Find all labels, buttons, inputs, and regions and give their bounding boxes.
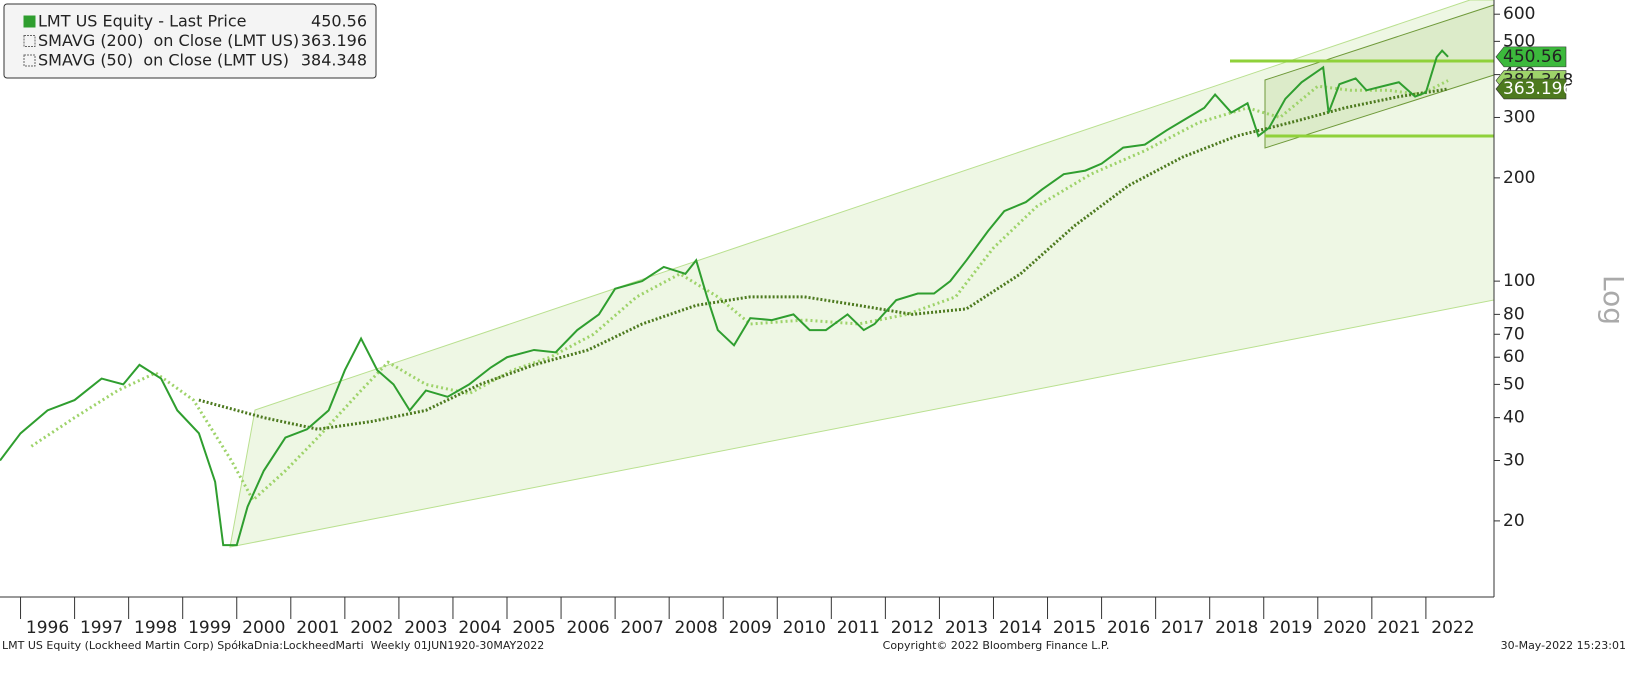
axes: 2030405060708010020030040050060019961997… [20,4,1535,638]
x-tick-label: 1996 [26,618,69,638]
x-tick-label: 2019 [1269,618,1312,638]
footer-left: LMT US Equity (Lockheed Martin Corp) Spó… [2,639,544,652]
legend-value: 363.196 [301,31,367,50]
y-tick-label: 20 [1503,511,1525,531]
x-tick-label: 2005 [512,618,555,638]
x-tick-label: 2017 [1161,618,1204,638]
y-tick-label: 600 [1503,4,1535,24]
y-tick-label: 50 [1503,374,1525,394]
x-tick-label: 2001 [296,618,339,638]
x-tick-label: 2011 [837,618,880,638]
x-tick-label: 2006 [566,618,609,638]
x-tick-label: 2021 [1377,618,1420,638]
x-tick-label: 1997 [80,618,123,638]
legend-swatch [23,54,36,67]
x-tick-label: 2015 [1053,618,1096,638]
legend: LMT US Equity - Last Price 450.56 SMAVG (2… [3,3,377,79]
x-tick-label: 2009 [729,618,772,638]
y-axis-label: Log [1597,275,1630,325]
x-tick-label: 2014 [999,618,1042,638]
legend-value: 384.348 [301,51,367,70]
legend-label: SMAVG (200) on Close (LMT US) [38,31,299,50]
series-line [0,49,1449,547]
y-tick-label: 60 [1503,347,1525,367]
legend-swatch [23,15,36,28]
footer-right: 30-May-2022 15:23:01 [1501,639,1626,652]
x-tick-label: 2002 [350,618,393,638]
trend-channel [229,0,1495,548]
x-tick-label: 2010 [783,618,826,638]
y-tick-label: 40 [1503,408,1525,428]
series-line [198,87,1449,431]
y-tick-label: 300 [1503,107,1535,127]
x-tick-label: 2003 [404,618,447,638]
legend-label: SMAVG (50) on Close (LMT US) [38,51,289,70]
value-tag-label: 363.196 [1503,79,1573,99]
legend-box [3,3,377,79]
x-tick-label: 2018 [1215,618,1258,638]
y-tick-label: 70 [1503,324,1525,344]
x-tick-label: 2012 [891,618,934,638]
y-tick-label: 30 [1503,450,1525,470]
y-tick-label: 500 [1503,31,1535,51]
value-tag-label: 450.56 [1503,47,1562,67]
y-tick-label: 100 [1503,271,1535,291]
x-tick-label: 2004 [458,618,501,638]
x-tick-label: 2000 [242,618,285,638]
x-tick-label: 2016 [1107,618,1150,638]
y-tick-label: 80 [1503,304,1525,324]
series [0,49,1449,547]
x-tick-label: 1999 [188,618,231,638]
x-tick-label: 2007 [621,618,664,638]
value-tag [1495,46,1567,68]
x-tick-label: 2008 [675,618,718,638]
footer-center: Copyright© 2022 Bloomberg Finance L.P. [883,639,1110,652]
x-tick-label: 2022 [1431,618,1474,638]
legend-value: 450.56 [311,12,367,31]
x-tick-label: 2020 [1323,618,1366,638]
y-tick-label: 200 [1503,168,1535,188]
x-tick-label: 2013 [945,618,988,638]
x-tick-label: 1998 [134,618,177,638]
series-line [30,79,1449,503]
legend-label: LMT US Equity - Last Price [38,12,247,31]
value-tag [1495,78,1567,100]
last-value-labels: 450.56384.348363.196 [1495,46,1573,100]
legend-swatch [23,35,36,47]
